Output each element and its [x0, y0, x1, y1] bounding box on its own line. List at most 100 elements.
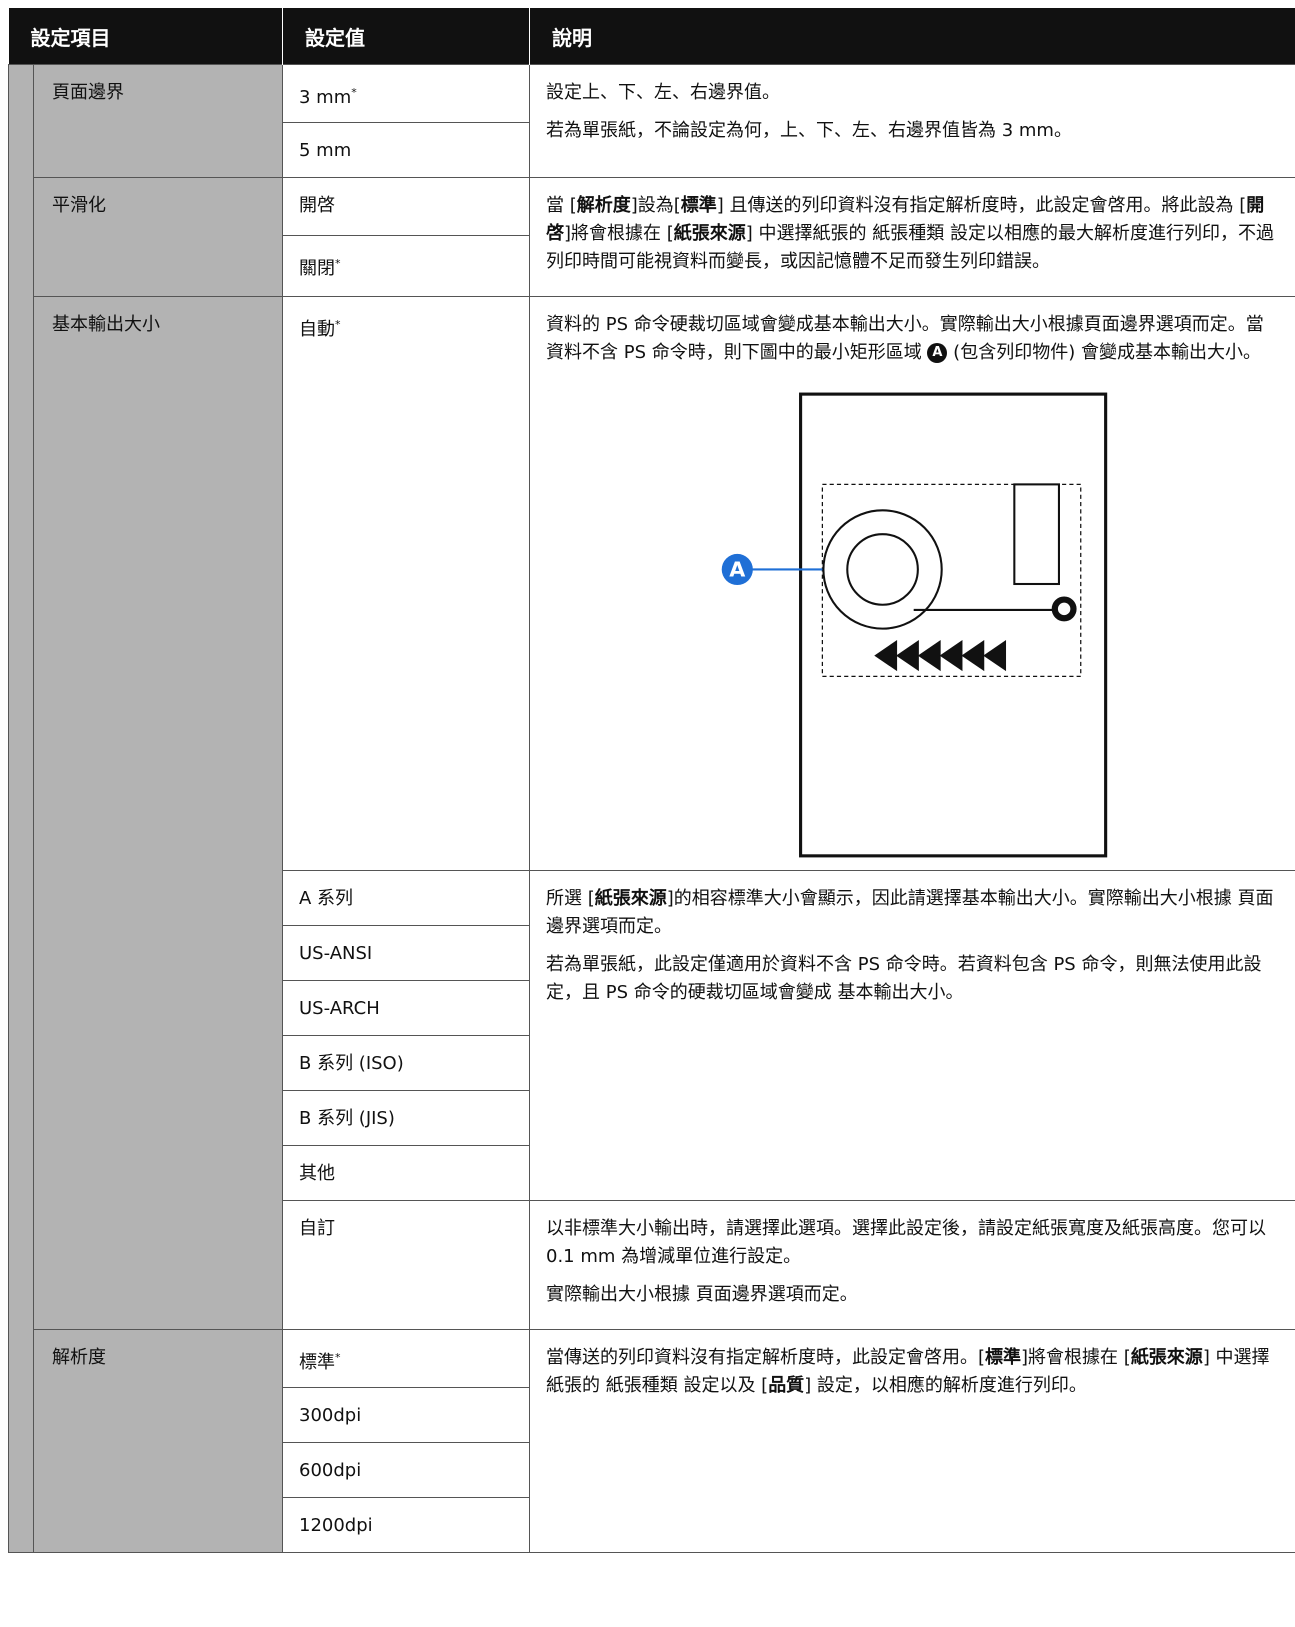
- option-label: B 系列 (ISO): [299, 1053, 404, 1074]
- inline-badge: A: [927, 343, 948, 363]
- paragraph: 當傳送的列印資料沒有指定解析度時，此設定會啓用。[標準]將會根據在 [紙張來源]…: [546, 1344, 1279, 1400]
- option-label: US-ANSI: [299, 943, 373, 964]
- option-label: 1200dpi: [299, 1515, 373, 1536]
- default-mark: *: [335, 318, 341, 331]
- option-label: 標準: [299, 1352, 335, 1373]
- option-label: 600dpi: [299, 1460, 362, 1481]
- text-run: ]將會根據在 [: [1021, 1347, 1131, 1368]
- option-cell: 3 mm*: [282, 64, 530, 123]
- arrow: [917, 640, 941, 672]
- table-row: 300dpi: [9, 1387, 1295, 1443]
- text-run: ]設為[: [630, 195, 681, 216]
- bold-run: 紙張來源: [594, 888, 667, 909]
- paragraph: 以非標準大小輸出時，請選擇此選項。選擇此設定後，請設定紙張寬度及紙張高度。您可以…: [546, 1215, 1279, 1271]
- option-cell: 開啓: [282, 177, 530, 236]
- bold-run: 紙張來源: [673, 223, 746, 244]
- header-row: 設定項目 設定值 說明: [8, 8, 1295, 65]
- text-run: 以非標準大小輸出時，請選擇此選項。選擇此設定後，請設定紙張寬度及紙張高度。您可以…: [546, 1218, 1266, 1267]
- paragraph: 若為單張紙，此設定僅適用於資料不含 PS 命令時。若資料包含 PS 命令，則無法…: [546, 951, 1279, 1007]
- option-label: 5 mm: [299, 140, 352, 161]
- side-strip: [8, 64, 34, 1553]
- paper: [799, 392, 1108, 858]
- paragraph: 若為單張紙，不論設定為何，上、下、左、右邊界值皆為 3 mm。: [546, 117, 1279, 145]
- settings-table: 設定項目 設定值 說明 頁面邊界 3 mm* 設定上、下、左、右邊界值。若為單張紙，…: [8, 8, 1295, 1553]
- header-cell: 設定值: [282, 8, 530, 65]
- arrow: [874, 640, 898, 672]
- text-run: 實際輸出大小根據 頁面邊界選項而定。: [546, 1284, 858, 1305]
- text-run: 所選 [: [546, 888, 595, 909]
- text-run: ] 中選擇紙張的 紙張種類 設定以及 [: [546, 1347, 1270, 1396]
- figure: A: [721, 392, 1108, 858]
- table-body: 頁面邊界 3 mm* 設定上、下、左、右邊界值。若為單張紙，不論設定為何，上、下、左…: [8, 64, 1295, 1553]
- option-label: 自訂: [299, 1218, 335, 1239]
- object-dot: [1051, 596, 1077, 622]
- table-row: 頁面邊界 3 mm* 設定上、下、左、右邊界值。若為單張紙，不論設定為何，上、下、左…: [8, 64, 1295, 1553]
- default-mark: *: [335, 256, 341, 270]
- option-cell: 300dpi: [282, 1387, 530, 1443]
- arrow: [983, 640, 1007, 672]
- text-run: ] 設定，以相應的解析度進行列印。: [804, 1375, 1087, 1396]
- text-run: 若為單張紙，此設定僅適用於資料不含 PS 命令時。若資料包含 PS 命令，則無法…: [546, 954, 1262, 1003]
- arrow: [961, 640, 985, 672]
- description-cell: 所選 [紙張來源]的相容標準大小會顯示，因此請選擇基本輸出大小。實際輸出大小根據…: [529, 870, 1295, 1201]
- option-cell: 標準*: [282, 1329, 530, 1388]
- option-cell: 1200dpi: [282, 1497, 530, 1553]
- bold-run: 解析度: [576, 195, 631, 216]
- text-run: 資料的 PS 命令硬裁切區域會變成基本輸出大小。實際輸出大小根據頁面邊界選項而定…: [546, 314, 1264, 363]
- bold-run: 標準: [680, 195, 717, 216]
- table-row: US-ARCH: [9, 980, 1295, 1036]
- option-label: B 系列 (JIS): [299, 1108, 395, 1129]
- paragraph: 設定上、下、左、右邊界值。: [546, 79, 1279, 107]
- paragraph: 資料的 PS 命令硬裁切區域會變成基本輸出大小。實際輸出大小根據頁面邊界選項而定…: [546, 311, 1279, 367]
- option-cell: 5 mm: [282, 122, 530, 178]
- header-cell: 說明: [529, 8, 1295, 65]
- text-run: 若為單張紙，不論設定為何，上、下、左、右邊界值皆為 3 mm。: [546, 120, 1072, 141]
- option-cell: 自訂: [282, 1200, 530, 1330]
- default-mark: *: [351, 86, 357, 99]
- option-cell: A 系列: [282, 870, 530, 926]
- table-row: B 系列 (JIS): [9, 1090, 1295, 1146]
- option-label: A 系列: [299, 888, 354, 909]
- table-row: A 系列 所選 [紙張來源]的相容標準大小會顯示，因此請選擇基本輸出大小。實際輸出…: [9, 870, 1295, 1201]
- bold-run: 標準: [985, 1347, 1022, 1368]
- text-run: 設定上、下、左、右邊界值。: [546, 82, 780, 103]
- table-row: 1200dpi: [9, 1497, 1295, 1553]
- callout-label: A: [729, 558, 745, 582]
- option-cell: 其他: [282, 1145, 530, 1201]
- paragraph: 實際輸出大小根據 頁面邊界選項而定。: [546, 1281, 1279, 1309]
- option-label: 自動: [299, 319, 335, 340]
- arrow: [896, 640, 919, 672]
- paragraph: 當 [解析度]設為[標準] 且傳送的列印資料沒有指定解析度時，此設定會啓用。將此…: [546, 192, 1279, 276]
- description-cell: 當 [解析度]設為[標準] 且傳送的列印資料沒有指定解析度時，此設定會啓用。將此…: [529, 177, 1295, 297]
- option-cell: 600dpi: [282, 1442, 530, 1498]
- paragraph: 所選 [紙張來源]的相容標準大小會顯示，因此請選擇基本輸出大小。實際輸出大小根據…: [546, 885, 1279, 941]
- table-row: 解析度 標準* 當傳送的列印資料沒有指定解析度時，此設定會啓用。[標準]將會根據在 …: [9, 1329, 1295, 1553]
- header-cell: 設定項目: [8, 8, 283, 65]
- object-rect: [1013, 483, 1060, 586]
- table-row: 關閉*: [9, 234, 1295, 298]
- text-run: ] 中選擇紙張的 紙張種類 設定以相應的最大解析度進行列印，不過列印時間可能視資…: [546, 223, 1274, 272]
- item-cell: 頁面邊界: [33, 64, 283, 178]
- option-cell: 關閉*: [282, 234, 530, 298]
- item-cell: 平滑化: [33, 177, 283, 297]
- option-label: US-ARCH: [299, 998, 380, 1019]
- option-label: 其他: [299, 1163, 335, 1184]
- text-run: 當傳送的列印資料沒有指定解析度時，此設定會啓用。[: [546, 1347, 986, 1368]
- text-run: ]的相容標準大小會顯示，因此請選擇基本輸出大小。實際輸出大小根據 頁面邊界選項而…: [546, 888, 1274, 937]
- option-label: 關閉: [299, 257, 335, 279]
- ring-inner: [846, 533, 919, 606]
- bold-run: 紙張來源: [1130, 1347, 1203, 1368]
- arrow: [939, 640, 963, 672]
- text-run: ] 且傳送的列印資料沒有指定解析度時，此設定會啓用。將此設為 [: [716, 195, 1247, 216]
- table-row: 基本輸出大小 自動* 資料的 PS 命令硬裁切區域會變成基本輸出大小。實際輸出大小根…: [9, 296, 1295, 1330]
- option-cell: 自動*: [282, 296, 530, 871]
- bold-run: 開啓: [546, 195, 1265, 244]
- description-cell: 資料的 PS 命令硬裁切區域會變成基本輸出大小。實際輸出大小根據頁面邊界選項而定…: [529, 296, 1295, 871]
- bold-run: 品質: [768, 1375, 805, 1396]
- table-row: 自訂 以非標準大小輸出時，請選擇此選項。選擇此設定後，請設定紙張寬度及紙張高度。您…: [9, 1200, 1295, 1330]
- option-cell: B 系列 (ISO): [282, 1035, 530, 1091]
- ring-outer: [822, 509, 943, 630]
- item-cell: 解析度: [33, 1329, 283, 1553]
- option-label: 開啓: [299, 195, 335, 216]
